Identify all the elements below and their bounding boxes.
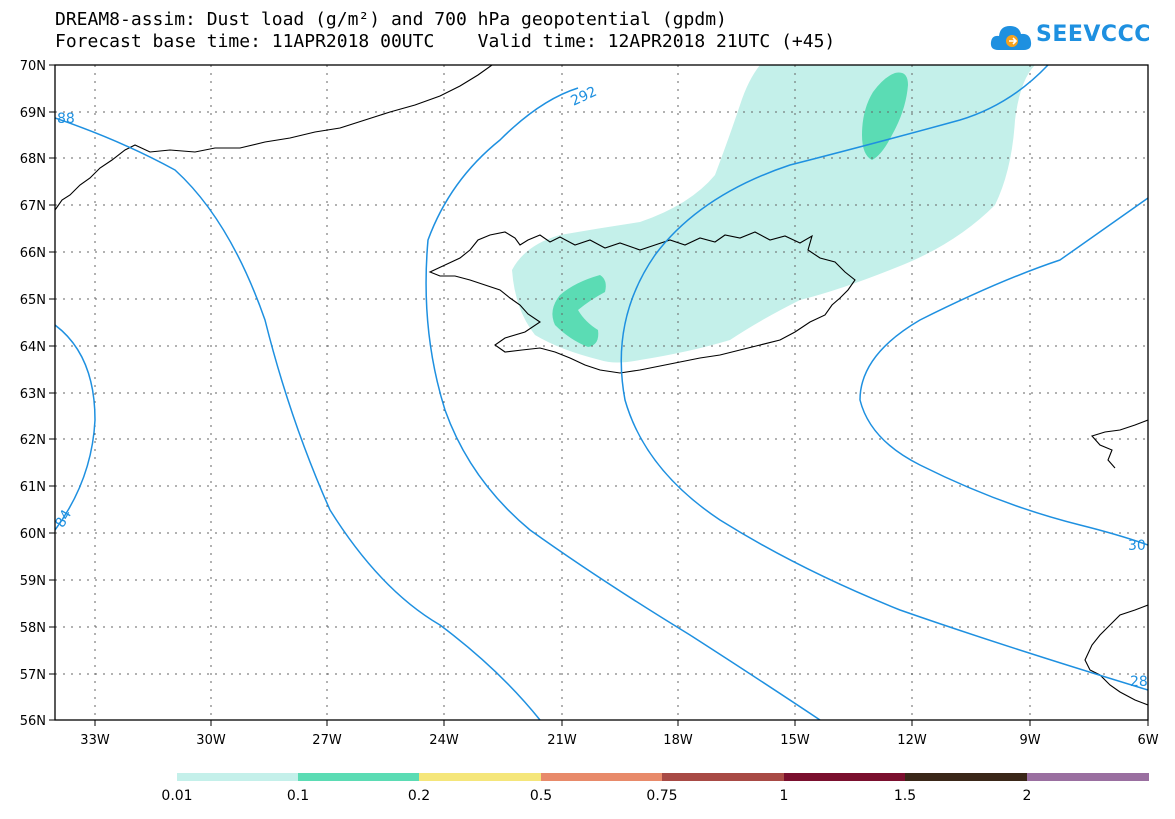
contour-label-288: 88 [57,111,75,127]
lon-label-21w: 21W [547,733,577,748]
colorbar-segment-3 [419,773,541,781]
colorbar-segment-4 [541,773,662,781]
lat-label-63n: 63N [20,387,46,402]
colorbar-segment-8 [1027,773,1149,781]
contour-label-300: 30 [1128,538,1146,554]
colorbar-segment-7 [905,773,1027,781]
colorbar-label: 0.1 [287,788,309,804]
seevccc-logo: SEEVCCC [988,16,1151,60]
lon-label-30w: 30W [196,733,226,748]
lat-label-56n: 56N [20,714,46,729]
colorbar-label: 2 [1023,788,1032,804]
lat-label-57n: 57N [20,668,46,683]
colorbar-label: 0.2 [408,788,430,804]
lat-label-59n: 59N [20,574,46,589]
colorbar-label: 0.01 [161,788,192,804]
contour-296 [620,65,1148,691]
colorbar-segment-6 [784,773,905,781]
geopotential-contours [55,65,1148,720]
lat-label-58n: 58N [20,621,46,636]
contour-292 [425,87,821,720]
lat-label-60n: 60N [20,527,46,542]
lon-label-15w: 15W [780,733,810,748]
norway-coastline-north [1091,419,1148,469]
colorbar-label: 1 [780,788,789,804]
contour-284 [55,324,96,531]
lon-label-24w: 24W [429,733,459,748]
graticule [55,65,1148,720]
colorbar [177,773,1149,781]
lon-label-27w: 27W [312,733,342,748]
colorbar-label: 1.5 [894,788,916,804]
lat-label-61n: 61N [20,480,46,495]
colorbar-label: 0.75 [646,788,677,804]
lat-label-68n: 68N [20,152,46,167]
lat-label-69n: 69N [20,106,46,121]
colorbar-label: 0.5 [530,788,552,804]
greenland-coastline [55,65,493,211]
contour-label-284: 84 [52,507,75,531]
lon-label-9w: 9W [1019,733,1040,748]
lat-label-70n: 70N [20,59,46,74]
colorbar-segment-1 [177,773,298,781]
lat-label-66n: 66N [20,246,46,261]
logo-text: SEEVCCC [1036,22,1151,47]
lon-label-33w: 33W [80,733,110,748]
contour-label-292: 292 [568,84,599,110]
contour-288 [55,117,541,720]
map-title: DREAM8-assim: Dust load (g/m²) and 700 h… [55,9,727,30]
lon-label-12w: 12W [897,733,927,748]
scotland-coastline [1084,604,1148,706]
cloud-icon [990,26,1032,50]
dust-area-medium-ne [862,72,908,160]
lat-label-64n: 64N [20,340,46,355]
dust-area-light [512,65,1035,363]
iceland-coastline [428,231,856,374]
lon-label-6w: 6W [1137,733,1158,748]
lat-label-62n: 62N [20,433,46,448]
lat-label-65n: 65N [20,293,46,308]
lon-label-18w: 18W [663,733,693,748]
lat-label-67n: 67N [20,199,46,214]
coastlines [55,65,1148,706]
map-subtitle: Forecast base time: 11APR2018 00UTC Vali… [55,31,836,52]
colorbar-segment-5 [662,773,784,781]
dust-area-medium-w [552,275,606,347]
contour-300 [859,197,1148,546]
colorbar-segment-2 [298,773,419,781]
contour-label-296: 28 [1130,674,1148,690]
